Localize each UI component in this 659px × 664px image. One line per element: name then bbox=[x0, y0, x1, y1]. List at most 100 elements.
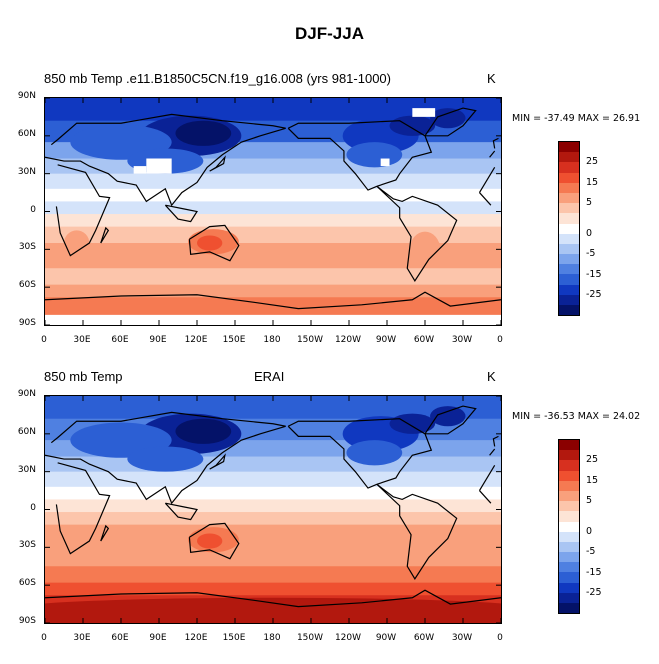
colorbar-swatch bbox=[559, 470, 579, 481]
variable-label: 850 mb Temp bbox=[44, 369, 123, 384]
coastline bbox=[44, 589, 502, 608]
missing-data-region bbox=[380, 158, 390, 167]
latitude-tick-label: 90N bbox=[17, 389, 36, 399]
temperature-map bbox=[19, 97, 527, 326]
colorbar-swatch bbox=[559, 233, 579, 244]
units-label: K bbox=[487, 71, 496, 86]
missing-data-region bbox=[133, 166, 147, 174]
longitude-tick-label: 90E bbox=[149, 335, 167, 345]
colorbar-swatch bbox=[559, 450, 579, 461]
temperature-band bbox=[45, 499, 501, 513]
temperature-anomaly bbox=[127, 446, 204, 472]
colorbar bbox=[558, 439, 580, 615]
figure-title: DJF-JJA bbox=[295, 24, 364, 43]
colorbar-swatch bbox=[559, 582, 579, 593]
longitude-tick-label: 150E bbox=[222, 335, 246, 345]
colorbar-swatch bbox=[559, 152, 579, 163]
colorbar-swatch bbox=[559, 274, 579, 285]
temperature-band bbox=[45, 201, 501, 215]
variable-label: 850 mb Temp bbox=[44, 71, 123, 86]
temperature-anomaly bbox=[19, 597, 527, 618]
longitude-tick-label: 180 bbox=[263, 633, 281, 643]
colorbar-tick-label: 5 bbox=[586, 197, 593, 209]
longitude-tick-label: 150W bbox=[296, 335, 324, 345]
temperature-band bbox=[45, 396, 501, 420]
colorbar-tick-label: -25 bbox=[586, 289, 602, 300]
temperature-anomaly bbox=[430, 406, 466, 427]
coastline bbox=[424, 107, 477, 137]
colorbar-swatch bbox=[559, 511, 579, 522]
temperature-map bbox=[19, 395, 527, 624]
latitude-tick-label: 60N bbox=[17, 128, 36, 139]
colorbar-swatch bbox=[559, 294, 579, 305]
longitude-tick-label: 30E bbox=[73, 633, 91, 643]
latitude-tick-label: 90S bbox=[18, 318, 36, 328]
colorbar-swatch bbox=[559, 243, 579, 255]
longitude-tick-label: 90W bbox=[375, 335, 397, 345]
longitude-tick-label: 180 bbox=[263, 335, 281, 345]
temperature-band bbox=[45, 158, 501, 175]
temperature-anomaly bbox=[389, 115, 436, 136]
longitude-tick-label: 30W bbox=[451, 335, 473, 345]
temperature-anomaly bbox=[64, 230, 90, 256]
temperature-anomaly bbox=[389, 413, 436, 434]
case-label: ERAI bbox=[254, 369, 285, 384]
coastline bbox=[55, 462, 111, 555]
coastline bbox=[376, 185, 458, 282]
coastline bbox=[479, 192, 492, 206]
temperature-band bbox=[45, 98, 501, 122]
coastline bbox=[489, 150, 496, 158]
colorbar-swatch bbox=[559, 501, 579, 512]
coastline bbox=[164, 502, 198, 521]
colorbar-swatch bbox=[559, 572, 579, 583]
temperature-anomaly bbox=[346, 440, 403, 466]
colorbar-swatch bbox=[559, 162, 579, 173]
temperature-anomaly bbox=[430, 108, 466, 129]
min-max-label: MIN = -36.53 MAX = 24.02 bbox=[512, 411, 641, 422]
coastline bbox=[287, 418, 433, 489]
map-svg bbox=[19, 395, 527, 624]
temperature-band bbox=[45, 471, 501, 488]
coastline bbox=[100, 226, 110, 244]
coastline bbox=[478, 465, 496, 491]
temperature-anomaly bbox=[175, 418, 232, 444]
colorbar-swatch bbox=[559, 264, 579, 275]
coastline bbox=[489, 448, 496, 456]
temperature-anomaly bbox=[409, 529, 441, 565]
longitude-tick-label: 30W bbox=[451, 633, 473, 643]
missing-data-region bbox=[146, 158, 172, 174]
coastline bbox=[492, 435, 499, 447]
latitude-tick-label: 0 bbox=[30, 502, 36, 513]
temperature-band bbox=[45, 456, 501, 473]
colorbar-tick-label: -5 bbox=[586, 546, 596, 558]
longitude-tick-label: 60E bbox=[111, 335, 129, 345]
temperature-band bbox=[45, 188, 501, 202]
coastline bbox=[209, 155, 226, 172]
longitude-tick-label: 90E bbox=[149, 633, 167, 643]
colorbar-tick-label: 0 bbox=[586, 227, 593, 239]
colorbar-swatch bbox=[559, 440, 579, 451]
colorbar-swatch bbox=[559, 192, 579, 204]
latitude-tick-label: 60S bbox=[18, 578, 36, 589]
colorbar-swatch bbox=[559, 182, 579, 193]
longitude-tick-label: 0 bbox=[41, 335, 47, 345]
colorbar-swatch bbox=[559, 254, 579, 265]
temperature-anomaly bbox=[197, 533, 223, 549]
colorbar-tick-label: 15 bbox=[586, 474, 599, 486]
coastlines bbox=[44, 107, 502, 310]
coastline bbox=[44, 113, 286, 207]
temperature-band bbox=[45, 284, 501, 298]
temperature-anomaly bbox=[409, 231, 441, 267]
coastline bbox=[188, 522, 240, 560]
coastline bbox=[209, 453, 226, 470]
colorbar-tick-label: -5 bbox=[586, 248, 596, 260]
colorbar-swatch bbox=[559, 172, 579, 183]
coastline bbox=[287, 120, 433, 191]
colorbar-swatch bbox=[559, 305, 579, 316]
colorbar-swatch bbox=[559, 460, 579, 471]
coastline bbox=[492, 137, 499, 149]
case-label: .e11.B1850C5CN.f19_g16.008 (yrs 981-1000… bbox=[126, 71, 391, 86]
colorbar-swatch bbox=[559, 592, 579, 603]
colorbar-swatch bbox=[559, 531, 579, 542]
colorbar bbox=[558, 141, 580, 317]
